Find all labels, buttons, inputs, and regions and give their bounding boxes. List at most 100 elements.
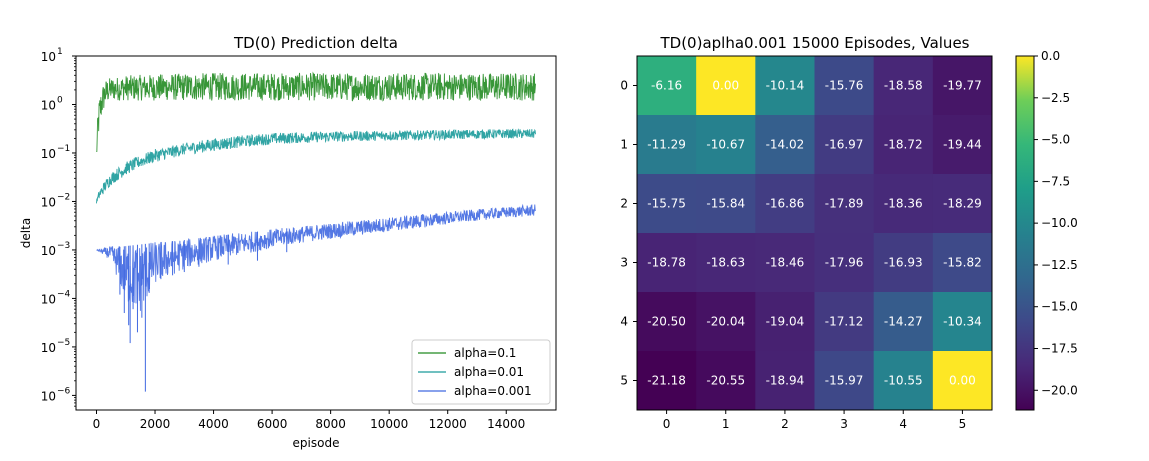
y-tick-label: 10 — [41, 244, 56, 258]
heatmap-cell — [696, 174, 756, 234]
colorbar-tick-label: −2.5 — [1041, 91, 1070, 105]
colorbar-tick-label: −12.5 — [1041, 258, 1078, 272]
series-line-alpha=0.1 — [96, 71, 536, 153]
colorbar-tick-label: −10.0 — [1041, 216, 1078, 230]
colorbar-tick-label: −5.0 — [1041, 133, 1070, 147]
heatmap-cell-label: -14.27 — [884, 315, 923, 329]
heatmap-cell — [932, 174, 993, 234]
heatmap-x-tick-label: 1 — [722, 417, 730, 431]
heatmap-cell-label: -20.50 — [647, 315, 686, 329]
heatmap-cell — [696, 292, 756, 352]
heatmap-cell-label: -10.55 — [884, 374, 923, 388]
heatmap-cell — [932, 233, 993, 293]
heatmap-chart: TD(0)aplha0.001 15000 Episodes, Values -… — [620, 34, 993, 431]
heatmap-cell — [755, 292, 815, 352]
x-tick-label: 6000 — [257, 417, 288, 431]
y-tick-label: 10 — [41, 147, 56, 161]
heatmap-cell — [814, 292, 875, 352]
heatmap-cell — [755, 174, 815, 234]
heatmap-cell — [637, 292, 697, 352]
heatmap-cell — [696, 56, 756, 116]
heatmap-cell — [873, 233, 934, 293]
heatmap-cell-label: -18.72 — [884, 138, 923, 152]
heatmap-y-tick-label: 0 — [620, 79, 628, 93]
heatmap-cell-label: -17.96 — [825, 256, 864, 270]
heatmap-x-tick-label: 2 — [781, 417, 789, 431]
line-chart: TD(0) Prediction delta 0 2000 4000 6000 8000… — [19, 34, 557, 450]
heatmap-cell — [814, 56, 875, 116]
x-tick-label: 8000 — [315, 417, 346, 431]
series-alpha=0.01 — [96, 128, 536, 204]
heatmap-cell — [637, 233, 697, 293]
heatmap-cell — [814, 174, 875, 234]
heatmap-cell-label: -17.12 — [825, 315, 864, 329]
heatmap-cell-label: -10.67 — [706, 138, 745, 152]
x-tick-label: 4000 — [198, 417, 229, 431]
heatmap-cell — [696, 115, 756, 175]
colorbar-tick-label: −7.5 — [1041, 174, 1070, 188]
x-tick-label: 2000 — [140, 417, 171, 431]
heatmap-y-tick-label: 5 — [620, 374, 628, 388]
heatmap-x-ticks: 0 1 2 3 4 5 — [663, 410, 966, 431]
heatmap-cell — [814, 351, 875, 411]
heatmap-cell-label: -19.04 — [766, 315, 805, 329]
y-tick-exponent: 1 — [57, 47, 63, 57]
legend-entry-label: alpha=0.1 — [454, 346, 516, 360]
heatmap-cell-label: -15.76 — [825, 79, 864, 93]
y-tick-exponent: 0 — [57, 95, 63, 105]
heatmap-cell-label: -21.18 — [647, 374, 686, 388]
heatmap-cell-label: -17.89 — [825, 197, 864, 211]
colorbar-tick-label: −15.0 — [1041, 300, 1078, 314]
heatmap-cell — [873, 115, 934, 175]
colorbar-tick-label: −17.5 — [1041, 341, 1078, 355]
heatmap-cell-label: 0.00 — [712, 79, 739, 93]
heatmap-frame — [636, 55, 993, 411]
heatmap-cell — [814, 115, 875, 175]
x-tick-label: 12000 — [429, 417, 467, 431]
heatmap-cell-label: -18.94 — [766, 374, 805, 388]
heatmap-cell-label: -14.02 — [766, 138, 805, 152]
line-chart-series-layer — [96, 71, 536, 392]
heatmap-cell — [755, 115, 815, 175]
x-tick-label: 10000 — [370, 417, 408, 431]
heatmap-x-tick-label: 4 — [899, 417, 907, 431]
heatmap-cell — [637, 351, 697, 411]
legend-entry-label: alpha=0.001 — [454, 384, 532, 398]
heatmap-cell-label: -18.63 — [706, 256, 745, 270]
heatmap-cell-label: -16.86 — [766, 197, 805, 211]
y-tick-exponent: −2 — [57, 192, 70, 202]
y-tick-exponent: −3 — [57, 241, 70, 251]
heatmap-cell — [637, 115, 697, 175]
y-tick-exponent: −5 — [57, 338, 70, 348]
y-tick-label: 10 — [41, 98, 56, 112]
heatmap-cell-label: -16.93 — [884, 256, 923, 270]
heatmap-y-tick-label: 4 — [620, 315, 628, 329]
y-tick-label: 10 — [41, 389, 56, 403]
y-tick-exponent: −4 — [57, 289, 71, 299]
heatmap-cell — [873, 292, 934, 352]
heatmap-cell — [637, 56, 697, 116]
heatmap-cell — [932, 351, 993, 411]
line-chart-x-ticks: 0 2000 4000 6000 8000 10000 12000 14000 — [93, 410, 525, 431]
heatmap-cell-label: -15.97 — [825, 374, 864, 388]
heatmap-cell — [755, 56, 815, 116]
colorbar-ticks: 0.0 −2.5 −5.0 −7.5 −10.0 −12.5 −15.0 −17.5 −20.0 — [1034, 49, 1078, 397]
line-chart-plot-frame — [75, 55, 557, 411]
heatmap-cell-label: -18.78 — [647, 256, 686, 270]
legend-box — [411, 339, 551, 405]
line-chart-x-axis-label: episode — [293, 436, 340, 450]
heatmap-cell — [932, 115, 993, 175]
heatmap-cell-label: -16.97 — [825, 138, 864, 152]
heatmap-x-tick-label: 3 — [840, 417, 848, 431]
y-tick-exponent: −6 — [57, 386, 71, 396]
heatmap-cell-label: -19.44 — [943, 138, 982, 152]
series-alpha=0.1 — [96, 71, 536, 153]
heatmap-cell — [873, 351, 934, 411]
heatmap-cell-label: -18.46 — [766, 256, 805, 270]
series-alpha=0.001 — [96, 203, 536, 392]
heatmap-cell-label: -20.04 — [706, 315, 745, 329]
x-tick-label: 0 — [93, 417, 101, 431]
colorbar: 0.0 −2.5 −5.0 −7.5 −10.0 −12.5 −15.0 −17.5 −20.0 — [1015, 49, 1078, 411]
